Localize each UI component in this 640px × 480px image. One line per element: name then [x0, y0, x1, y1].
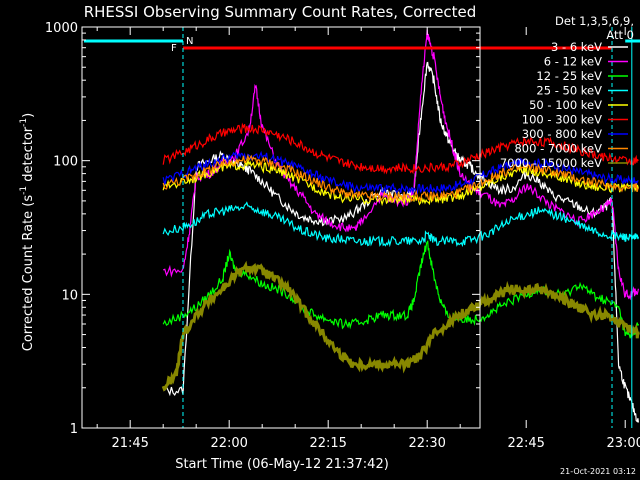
series-line-1	[162, 29, 639, 301]
chart-title: RHESSI Observing Summary Count Rates, Co…	[84, 3, 477, 21]
x-axis-label: Start Time (06-May-12 21:37:42)	[175, 457, 389, 472]
series-line-7	[162, 153, 639, 203]
legend-label: 6 - 12 keV	[544, 55, 602, 69]
legend-header-line2: Att 0	[606, 28, 634, 42]
series-line-5	[162, 122, 639, 175]
y-axis-label-main: Corrected Count Rate (s	[21, 195, 36, 352]
series-line-6	[162, 150, 639, 195]
y-tick-label: 1000	[45, 21, 78, 36]
marker-group: FN	[83, 27, 640, 428]
series-line-8	[161, 260, 640, 392]
y-axis-label: Corrected Count Rate (s-1 detector-1)	[19, 113, 36, 351]
series-line-3	[162, 201, 639, 248]
legend-label: 800 - 7000 keV	[514, 142, 602, 156]
y-tick-label: 1	[70, 422, 78, 437]
x-tick-label: 22:30	[408, 436, 445, 451]
plot-frame	[81, 26, 481, 429]
series-line-0	[162, 61, 639, 423]
y-axis: 1000 100 10 1	[45, 21, 480, 437]
y-axis-label-end: )	[21, 113, 36, 118]
y-tick-label: 10	[61, 288, 78, 303]
legend-label: 100 - 300 keV	[522, 113, 602, 127]
legend-label: 50 - 100 keV	[529, 98, 602, 112]
legend-label: 25 - 50 keV	[536, 84, 602, 98]
x-tick-label: 22:45	[507, 436, 544, 451]
series-group	[161, 29, 640, 423]
annotation-night-label: N	[186, 36, 193, 47]
legend-label: 7000 - 15000 keV	[500, 156, 602, 170]
y-axis-label-mid: detector	[21, 126, 36, 186]
y-axis-label-exp1: -1	[19, 186, 29, 195]
annotation-flare-label: F	[171, 43, 177, 54]
series-line-2	[162, 240, 639, 339]
legend-label: 300 - 800 keV	[522, 127, 602, 141]
legend-label: 12 - 25 keV	[536, 69, 602, 83]
footer-date: 21-Oct-2021 03:12	[560, 467, 636, 476]
x-tick-label: 22:15	[309, 436, 346, 451]
series-line-4	[162, 158, 639, 207]
y-axis-label-exp2: -1	[19, 118, 29, 127]
legend-header-line1: Det 1,3,5,6,9,	[555, 14, 634, 28]
legend-label: 3 - 6 keV	[551, 40, 602, 54]
y-tick-label: 100	[53, 155, 78, 170]
x-tick-label: 21:45	[111, 436, 148, 451]
x-tick-label: 23:00	[606, 436, 640, 451]
x-tick-label: 22:00	[210, 436, 247, 451]
